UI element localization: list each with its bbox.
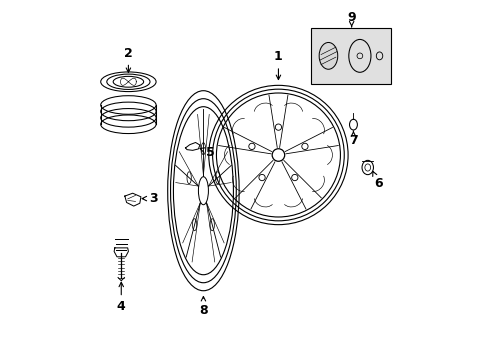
Text: 2: 2 <box>124 47 133 72</box>
Text: 1: 1 <box>273 50 282 80</box>
Text: 6: 6 <box>372 171 382 190</box>
Text: 9: 9 <box>346 11 355 27</box>
Text: 4: 4 <box>117 282 125 313</box>
Text: 5: 5 <box>200 146 215 159</box>
Text: 7: 7 <box>348 131 357 147</box>
Ellipse shape <box>319 42 337 69</box>
Bar <box>310 28 390 84</box>
Text: 8: 8 <box>199 297 207 317</box>
Text: 3: 3 <box>142 192 158 205</box>
